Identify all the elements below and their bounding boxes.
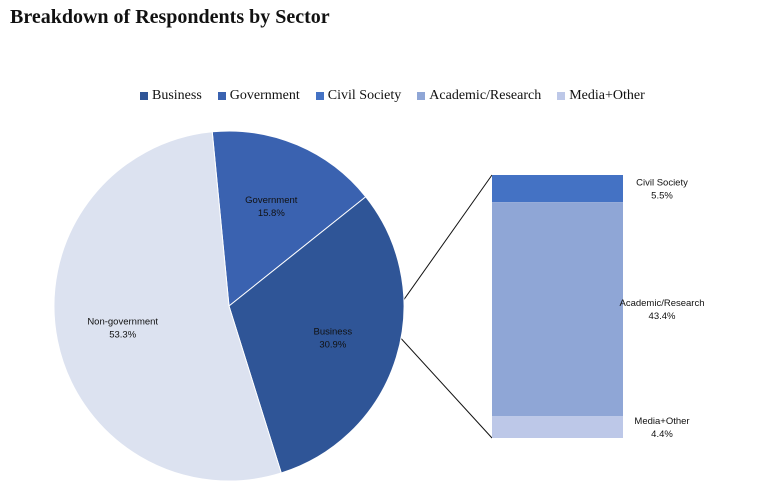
legend-label: Business bbox=[152, 88, 202, 103]
pie-value-government: 15.8% bbox=[258, 208, 285, 219]
legend: Business Government Civil Society Academic/… bbox=[140, 87, 661, 105]
legend-swatch bbox=[217, 92, 226, 100]
legend-item-civil-society: Civil Society bbox=[315, 88, 402, 104]
legend-swatch bbox=[315, 92, 324, 100]
bar-value-media-other: 4.4% bbox=[651, 429, 673, 440]
pie-label-non-government: Non-government bbox=[87, 317, 158, 328]
bar-segment-media-other bbox=[492, 416, 623, 438]
legend-swatch bbox=[140, 92, 148, 100]
data-labels: Government 15.8% Business 30.9% Non-governme… bbox=[87, 178, 704, 441]
legend-item-academic-research: Academic/Research bbox=[417, 88, 541, 104]
legend-item-business: Business bbox=[140, 88, 202, 104]
pie-label-business: Business bbox=[314, 327, 353, 338]
bar-value-academic-research: 43.4% bbox=[649, 311, 676, 322]
pie-slice-business bbox=[228, 196, 405, 474]
pie-value-business: 30.9% bbox=[319, 340, 346, 351]
pie-slice-government bbox=[211, 130, 367, 307]
bar-value-civil-society: 5.5% bbox=[651, 191, 673, 202]
legend-item-government: Government bbox=[217, 88, 300, 104]
pie-slice-non-government bbox=[53, 131, 282, 482]
legend-label: Media+Other bbox=[569, 88, 645, 103]
legend-label: Academic/Research bbox=[429, 88, 542, 103]
legend-swatch bbox=[557, 92, 566, 100]
bar-label-academic-research: Academic/Research bbox=[619, 298, 704, 309]
bar-label-civil-society: Civil Society bbox=[636, 178, 688, 189]
legend-swatch bbox=[417, 92, 426, 100]
pie-value-non-government: 53.3% bbox=[109, 330, 136, 341]
legend-item-media-other: Media+Other bbox=[557, 88, 645, 104]
pie bbox=[53, 130, 405, 482]
bar-segment-academic-research bbox=[492, 202, 623, 417]
breakdown-bar bbox=[492, 175, 623, 438]
legend-label: Civil Society bbox=[327, 88, 402, 103]
chart-title: Breakdown of Respondents by Sector bbox=[10, 6, 330, 28]
bar-segment-civil-society bbox=[492, 175, 623, 203]
legend-label: Government bbox=[229, 88, 300, 103]
bar-label-media-other: Media+Other bbox=[634, 416, 689, 427]
pie-label-government: Government bbox=[245, 195, 298, 206]
